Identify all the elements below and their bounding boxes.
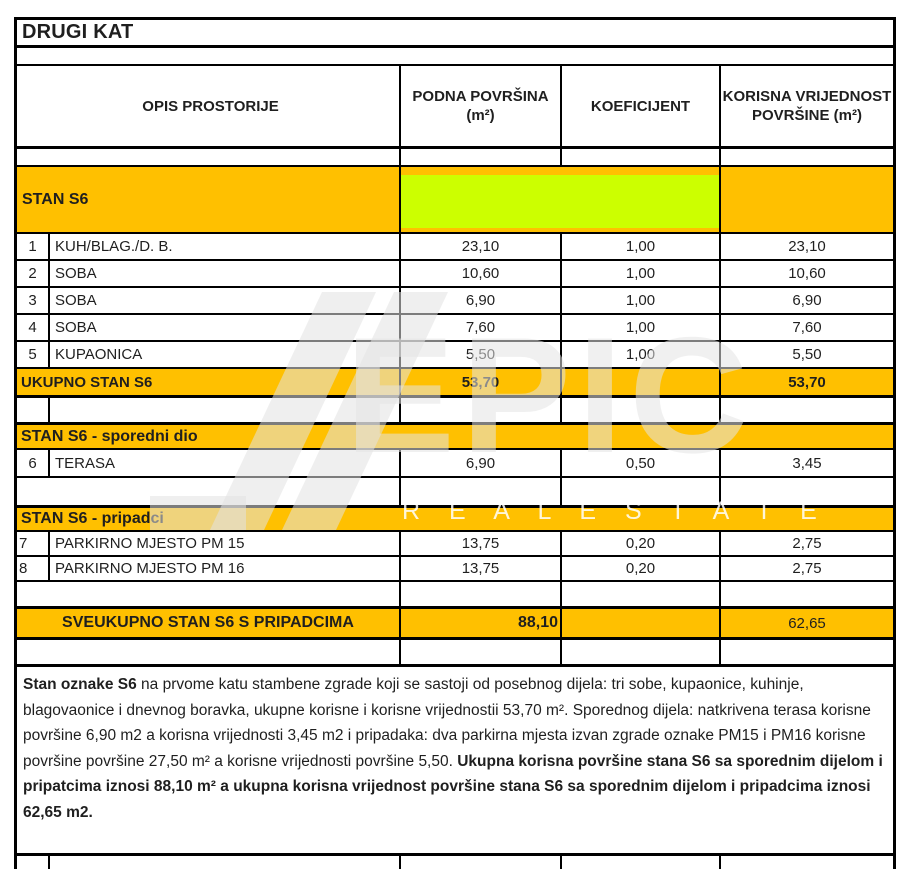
- cell-korisna: 5,50: [792, 346, 822, 363]
- room-name: KUPAONICA: [50, 342, 401, 367]
- cell-podna: 5,50: [401, 342, 562, 367]
- header-opis: OPIS PROSTORIJE: [17, 66, 401, 146]
- table-row: 4 SOBA 7,60 1,00 7,60: [17, 315, 893, 342]
- cell-koeficijent: 1,00: [562, 234, 721, 259]
- stan-s6-label: STAN S6: [17, 167, 401, 232]
- summary-body: na prvome katu stambene zgrade koji se s…: [23, 676, 871, 770]
- table-row: 2 SOBA 10,60 1,00 10,60: [17, 261, 893, 288]
- grand-total-label: SVEUKUPNO STAN S6 S PRIPADCIMA: [17, 609, 401, 637]
- cell-koeficijent: 1,00: [562, 342, 721, 367]
- table-row: 6 TERASA 6,90 0,50 3,45: [17, 450, 893, 478]
- cell-podna: 7,60: [401, 315, 562, 340]
- spacer-row: [17, 640, 893, 667]
- section-label: STAN S6 - sporedni dio: [21, 427, 198, 445]
- spacer-row: [17, 398, 893, 425]
- title-row: DRUGI KAT: [17, 20, 893, 48]
- page-title: DRUGI KAT: [22, 21, 134, 43]
- cell-koeficijent: 0,50: [562, 450, 721, 476]
- cell-koeficijent: 0,20: [562, 532, 721, 555]
- table-row: 5 KUPAONICA 5,50 1,00 5,50: [17, 342, 893, 369]
- cell-korisna: 23,10: [788, 238, 826, 255]
- stan-s6-section-row: STAN S6: [17, 167, 893, 234]
- row-number: 6: [17, 450, 50, 476]
- summary-intro: Stan oznake S6: [23, 676, 137, 693]
- header-row: OPIS PROSTORIJE PODNA POVRŠINA (m²) KOEF…: [17, 66, 893, 149]
- room-name: SOBA: [50, 288, 401, 313]
- subtotal-podna: 53,70: [401, 369, 562, 395]
- subtotal-label: UKUPNO STAN S6: [17, 369, 401, 395]
- cell-koeficijent: 1,00: [562, 315, 721, 340]
- spacer-row: [17, 149, 893, 167]
- subtotal-korisna: 53,70: [788, 373, 826, 391]
- row-number: 2: [17, 261, 50, 286]
- header-podna: PODNA POVRŠINA (m²): [401, 66, 562, 146]
- cell-koeficijent: 1,00: [562, 288, 721, 313]
- room-name: TERASA: [50, 450, 401, 476]
- section-band-sporedni: STAN S6 - sporedni dio: [17, 425, 893, 450]
- room-name: SOBA: [50, 261, 401, 286]
- summary-paragraph: Stan oznake S6 na prvome katu stambene z…: [17, 667, 893, 856]
- cell-podna: 23,10: [401, 234, 562, 259]
- header-korisna: KORISNA VRIJEDNOST POVRŠINE (m²): [722, 88, 892, 124]
- highlight-cell: [401, 175, 719, 228]
- cell-korisna: 7,60: [792, 319, 822, 336]
- cell-podna: 13,75: [401, 557, 562, 580]
- cell-podna: 6,90: [401, 450, 562, 476]
- section-band-pripadci: STAN S6 - pripadci: [17, 508, 893, 532]
- floor-area-table: DRUGI KAT OPIS PROSTORIJE PODNA POVRŠINA…: [14, 17, 896, 869]
- summary-conclusion: Ukupna korisna površine stana S6 sa spor…: [23, 752, 883, 821]
- cell-korisna: 10,60: [788, 265, 826, 282]
- subtotal-row: UKUPNO STAN S6 53,70 53,70: [17, 369, 893, 398]
- cell-korisna: 2,75: [792, 560, 822, 577]
- header-koeficijent: KOEFICIJENT: [562, 66, 721, 146]
- stan-s6-highlight-area: [401, 167, 721, 232]
- grand-total-korisna: 62,65: [788, 614, 826, 632]
- cell-korisna: 6,90: [792, 292, 822, 309]
- row-number: 1: [17, 234, 50, 259]
- spacer-row: [17, 582, 893, 609]
- spacer-row: [17, 478, 893, 508]
- spacer-row: [17, 48, 893, 66]
- cell-korisna: 2,75: [792, 535, 822, 552]
- row-number: 8: [17, 557, 50, 580]
- row-number: 4: [17, 315, 50, 340]
- row-number: 3: [17, 288, 50, 313]
- grand-total-podna: 88,10: [401, 609, 562, 637]
- room-name: KUH/BLAG./D. B.: [50, 234, 401, 259]
- grand-total-row: SVEUKUPNO STAN S6 S PRIPADCIMA 88,10 62,…: [17, 609, 893, 640]
- table-row: 8 PARKIRNO MJESTO PM 16 13,75 0,20 2,75: [17, 557, 893, 582]
- room-name: SOBA: [50, 315, 401, 340]
- room-name: PARKIRNO MJESTO PM 16: [50, 557, 401, 580]
- row-number: 5: [17, 342, 50, 367]
- cell-koeficijent: 1,00: [562, 261, 721, 286]
- partial-row: [17, 856, 893, 869]
- row-number: 7: [17, 532, 50, 555]
- cell-koeficijent: 0,20: [562, 557, 721, 580]
- cell-podna: 10,60: [401, 261, 562, 286]
- table-row: 1 KUH/BLAG./D. B. 23,10 1,00 23,10: [17, 234, 893, 261]
- room-name: PARKIRNO MJESTO PM 15: [50, 532, 401, 555]
- cell-podna: 6,90: [401, 288, 562, 313]
- cell-podna: 13,75: [401, 532, 562, 555]
- table-row: 3 SOBA 6,90 1,00 6,90: [17, 288, 893, 315]
- section-label: STAN S6 - pripadci: [21, 510, 164, 527]
- table-row: 7 PARKIRNO MJESTO PM 15 13,75 0,20 2,75: [17, 532, 893, 557]
- cell-korisna: 3,45: [792, 454, 822, 472]
